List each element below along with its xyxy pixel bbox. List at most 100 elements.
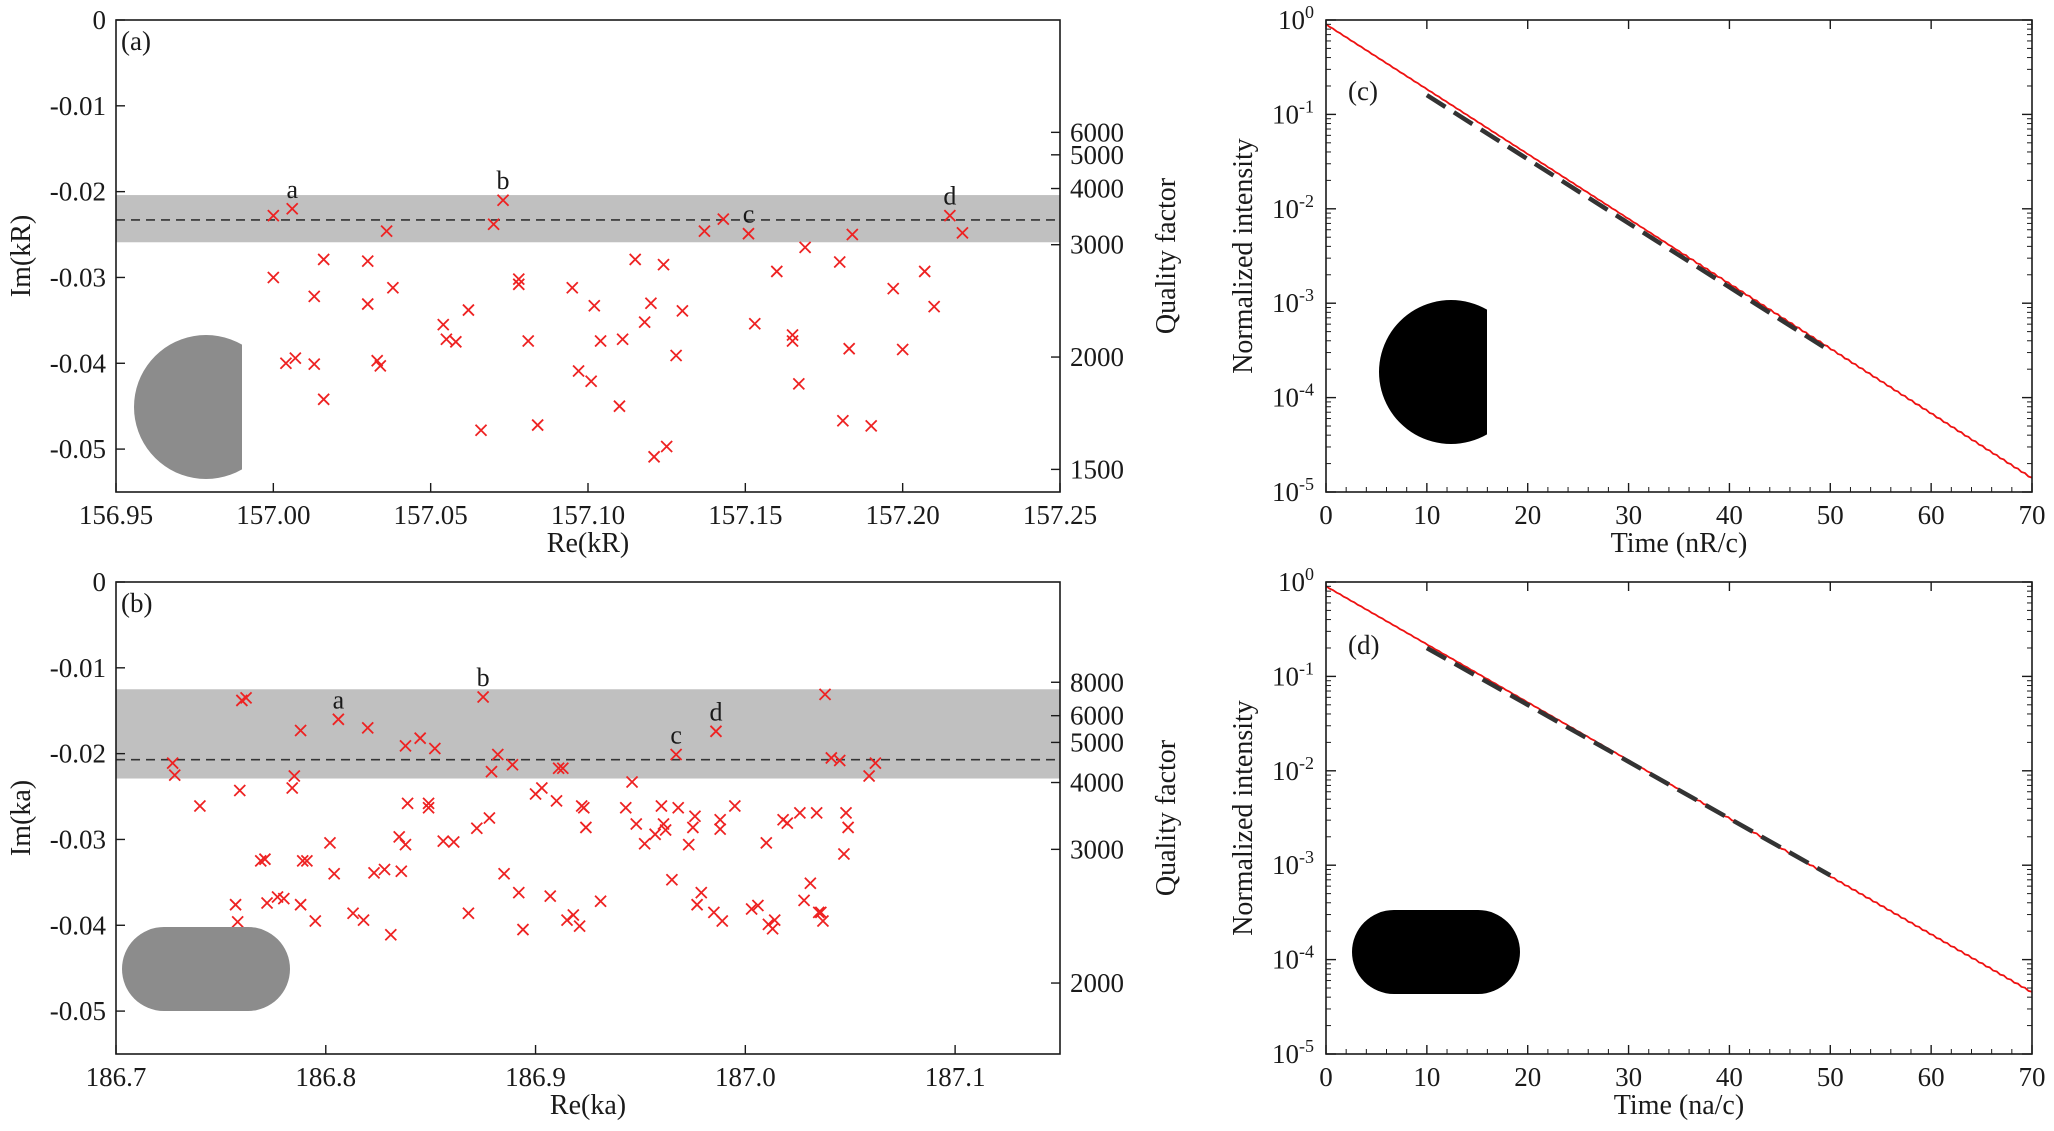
panel-a-label: (a) [121,26,151,56]
panel-b-point [556,762,569,775]
panel-c-ytick-exponent: -5 [1299,474,1314,494]
panel-b-point [812,906,825,919]
panel-b-point [476,690,490,704]
panel-b-point [573,919,586,933]
panel-c-ytick-label: 10-2 [1272,191,1314,224]
panel-d-fit-line [1425,646,1832,878]
panel-a-point [798,241,812,254]
panel-b-point [399,739,412,753]
panel-a-point [437,318,450,331]
panel-b-point [422,797,435,810]
panel-c-ytick-exponent: 0 [1305,2,1314,22]
panel-a-point [698,224,711,238]
panel-b-point [669,748,683,761]
panel-a-point [638,315,651,329]
panel-b-point [839,806,853,819]
panel-b-point [728,799,741,813]
panel-b-point [447,835,460,849]
panel-a-point [660,440,673,453]
panel-a-ytick-label: -0.01 [50,91,106,121]
panel-a-point [317,393,330,406]
panel-b-point [485,765,498,778]
panel-a-point [843,342,856,355]
panel-a-point [361,255,374,268]
panel-a-qtick-label: 2000 [1070,342,1124,372]
panel-a-xtick-label: 157.15 [708,500,782,530]
panel-a-point [629,253,642,266]
panel-b-frame [115,581,1061,1055]
panel-c-intensity-line [1325,23,2033,479]
panel-b-point [638,837,651,850]
panel-a-point [644,297,658,310]
panel-b-point [229,898,242,911]
panel-d-xtick-label: 60 [1918,1062,1945,1092]
panel-a-point [496,194,510,207]
panel-b-qtick-label: 2000 [1070,968,1124,998]
panel-a-xtick-label: 156.95 [79,500,153,530]
panel-d-ytick-exponent: 0 [1305,564,1314,584]
panel-b-ytick-label: -0.05 [50,996,106,1026]
panel-a-point [927,300,941,313]
panel-b-point [818,688,832,701]
panel-a-point [786,328,799,342]
panel-d-xtick-label: 0 [1319,1062,1333,1092]
panel-c-frame [1325,19,2033,493]
panel-b-point [309,914,322,928]
panel-b-point [695,886,708,899]
panel-b-xlabel: Re(ka) [550,1090,626,1121]
panel-c-ytick-base: 10 [1278,5,1305,35]
panel-b-point [516,923,530,936]
panel-d-ytick-exponent: -1 [1299,658,1314,678]
panel-b-qtick-label: 3000 [1070,834,1124,864]
panel-a-point [676,304,689,318]
panel-b-point [277,892,290,905]
panel-a-point [308,357,321,371]
panel-b-point [869,756,882,770]
panel-d-xtick-label: 40 [1716,1062,1743,1092]
panel-c-ytick-label: 10-1 [1272,96,1314,129]
panel-d-label: (d) [1348,630,1379,660]
panel-b-xtick-label: 187.0 [715,1062,776,1092]
panel-a-point [748,317,761,330]
panel-a-point [585,375,598,388]
panel-b-point [346,907,360,920]
panel-b-point [816,914,830,928]
panel-b-annotation-c: c [670,720,682,749]
panel-b-point [672,801,685,814]
panel-b-point [804,877,817,890]
panel-b-inset-stadium [122,927,290,1011]
panel-a-point [918,265,931,278]
panel-a-point [374,359,387,372]
panel-b-point [384,928,397,941]
panel-b-point [428,742,441,755]
panel-c-ytick-exponent: -4 [1299,380,1314,400]
panel-b-qtick-label: 4000 [1070,768,1124,798]
panel-b-qtick-label: 5000 [1070,727,1124,757]
panel-a-point [770,265,783,278]
panel-d-xtick-label: 70 [2019,1062,2046,1092]
panel-d-ytick-label: 10-4 [1272,942,1314,975]
panel-b-point [239,691,253,704]
panel-b-point [286,781,299,795]
panel-b-point [258,853,272,866]
panel-c-xtick-label: 10 [1413,500,1440,530]
panel-b-point [714,813,727,826]
panel-b-point [544,889,557,903]
panel-b-point [655,799,668,813]
panel-a-point [487,218,500,231]
panel-a-point [286,202,299,215]
panel-b-point [768,913,781,927]
panel-a-point [717,212,730,226]
panel-a-point [887,282,900,295]
panel-a-point [588,299,601,312]
panel-b-point [300,854,314,868]
panel-c-xtick-label: 50 [1817,500,1844,530]
panel-d-inset-stadium [1352,910,1520,994]
panel-b-band [116,689,1060,779]
panel-b-point [393,830,406,844]
panel-d-ytick-base: 10 [1272,1039,1299,1069]
panel-a-xtick-label: 157.25 [1023,500,1097,530]
panel-a-point [594,334,607,348]
panel-b-point [395,865,408,878]
